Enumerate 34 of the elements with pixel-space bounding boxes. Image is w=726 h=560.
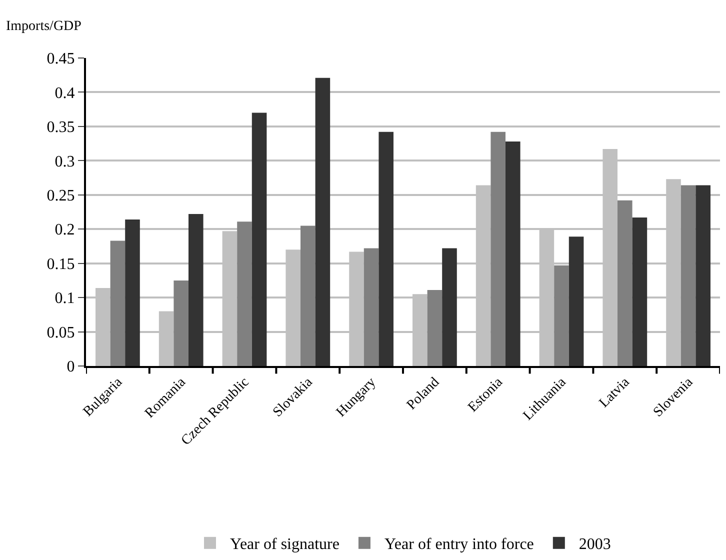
legend-label: Year of signature: [230, 536, 340, 554]
y-tick-label: 0.3: [54, 153, 75, 170]
bar: [300, 226, 316, 366]
bar: [188, 214, 204, 366]
y-tick-label: 0.35: [46, 119, 75, 136]
bar: [364, 248, 379, 366]
y-tick-label: 0.45: [46, 50, 75, 68]
y-axis-title: Imports/GDP: [6, 19, 82, 34]
bar: [125, 220, 140, 366]
bar: [568, 236, 584, 366]
bar: [490, 132, 506, 366]
bar: [632, 217, 648, 366]
y-tick-label: 0.4: [54, 84, 75, 102]
y-tick-label: 0.15: [46, 256, 75, 273]
y-tick-label: 0.2: [54, 222, 75, 239]
bar: [252, 112, 267, 366]
bar: [237, 222, 252, 366]
bar: [506, 142, 520, 366]
bar: [442, 248, 457, 366]
bar: [174, 280, 188, 366]
bar: [554, 265, 569, 366]
bar: [696, 185, 710, 366]
y-tick-label: 0: [66, 358, 75, 376]
legend-label: 2003: [578, 536, 611, 554]
bar: [378, 132, 394, 366]
bar: [110, 240, 126, 366]
bar: [680, 185, 696, 366]
bar: [427, 290, 442, 366]
bar: [618, 200, 632, 366]
y-tick-label: 0.05: [46, 324, 75, 342]
y-tick-label: 0.25: [46, 187, 75, 204]
y-tick-label: 0.1: [54, 290, 75, 308]
legend-label: Year of entry into force: [384, 536, 534, 554]
bar: [315, 78, 330, 366]
